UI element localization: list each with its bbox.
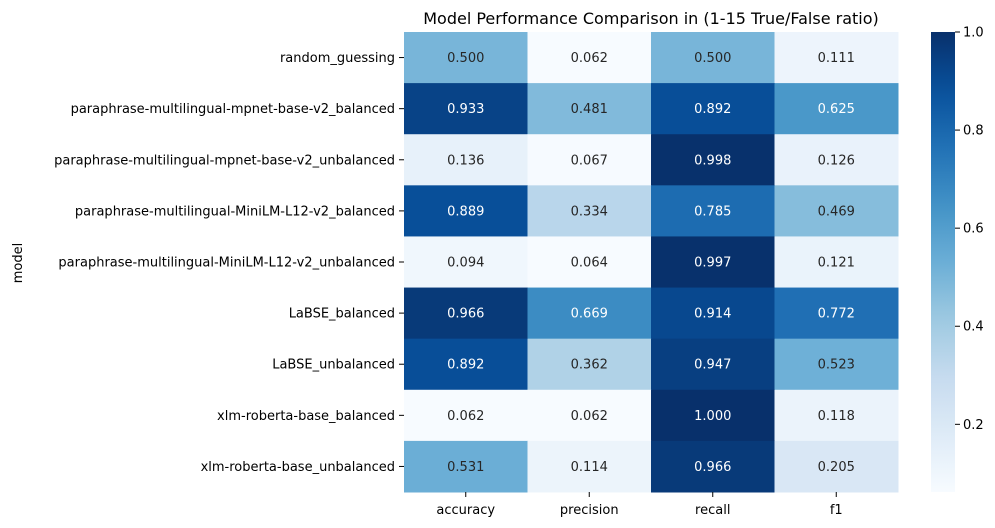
row-tick-label: xlm-roberta-base_unbalanced — [201, 460, 395, 475]
cell-value-label: 0.062 — [571, 409, 608, 424]
cell-value-label: 0.998 — [694, 153, 731, 168]
heatmap-cell — [651, 83, 775, 135]
colorbar-tick-label: 0.8 — [963, 124, 984, 139]
cell-value-label: 0.772 — [818, 307, 855, 322]
heatmap-cell — [651, 338, 775, 391]
cell-value-label: 0.114 — [571, 460, 608, 475]
cell-value-label: 0.892 — [694, 102, 731, 117]
heatmap-cell — [527, 338, 652, 391]
cell-value-label: 0.062 — [571, 51, 608, 66]
heatmap-cell — [404, 440, 528, 493]
cell-value-label: 0.094 — [447, 256, 484, 271]
heatmap-cell — [651, 287, 775, 340]
cell-value-label: 0.966 — [694, 460, 731, 475]
heatmap-cell — [774, 83, 899, 135]
row-tick-label: LaBSE_unbalanced — [272, 358, 395, 373]
cell-value-label: 0.625 — [818, 102, 855, 117]
heatmap-cell — [774, 389, 899, 442]
heatmap-cell — [527, 287, 652, 340]
cell-value-label: 0.118 — [818, 409, 855, 424]
cell-value-label: 0.067 — [571, 153, 608, 168]
heatmap-cell — [404, 134, 528, 186]
cell-value-label: 0.334 — [571, 204, 608, 219]
cell-value-label: 0.064 — [571, 256, 608, 271]
heatmap-cell — [527, 134, 652, 186]
heatmap-cell — [527, 185, 652, 237]
cell-value-label: 0.889 — [447, 204, 484, 219]
colorbar-tick-label: 1.0 — [963, 26, 984, 41]
heatmap-cell — [651, 236, 775, 289]
heatmap-cell — [774, 338, 899, 391]
cell-value-label: 0.126 — [818, 153, 855, 168]
heatmap-cell — [774, 440, 899, 493]
row-tick-label: random_guessing — [280, 51, 395, 66]
heatmap-cell — [404, 389, 528, 442]
heatmap-cell — [527, 236, 652, 289]
cell-value-label: 1.000 — [694, 409, 731, 424]
cell-value-label: 0.111 — [818, 51, 855, 66]
column-tick-label: accuracy — [436, 503, 495, 518]
colorbar-tick-label: 0.6 — [963, 222, 984, 237]
row-tick-label: paraphrase-multilingual-MiniLM-L12-v2_un… — [58, 256, 395, 271]
heatmap-cell — [774, 134, 899, 186]
heatmap-cell — [527, 389, 652, 442]
column-tick-label: recall — [695, 503, 730, 518]
column-tick-label: f1 — [830, 503, 843, 518]
cell-value-label: 0.362 — [571, 358, 608, 373]
cell-value-label: 0.892 — [447, 358, 484, 373]
cell-value-label: 0.136 — [447, 153, 484, 168]
heatmap-cell — [404, 236, 528, 289]
y-axis-label: model — [11, 243, 26, 283]
column-tick-label: precision — [560, 503, 619, 518]
column-tick-labels: accuracy precision recall f1 — [436, 492, 843, 518]
cell-value-label: 0.933 — [447, 102, 484, 117]
heatmap-cell — [527, 32, 652, 84]
cell-value-label: 0.062 — [447, 409, 484, 424]
cell-value-label: 0.997 — [694, 256, 731, 271]
row-tick-label: xlm-roberta-base_balanced — [217, 409, 395, 424]
heatmap-cell — [651, 32, 775, 84]
heatmap-cell — [527, 440, 652, 493]
row-tick-label: paraphrase-multilingual-mpnet-base-v2_un… — [54, 153, 395, 168]
cell-value-label: 0.481 — [571, 102, 608, 117]
heatmap-cells — [404, 32, 899, 493]
heatmap-cell — [651, 134, 775, 186]
cell-value-label: 0.469 — [818, 204, 855, 219]
cell-value-label: 0.121 — [818, 256, 855, 271]
heatmap-cell — [404, 185, 528, 237]
heatmap-cell — [404, 338, 528, 391]
cell-value-label: 0.914 — [694, 307, 731, 322]
cell-value-label: 0.500 — [447, 51, 484, 66]
colorbar-tick-label: 0.4 — [963, 320, 984, 335]
colorbar: 0.2 0.4 0.6 0.8 1.0 — [931, 26, 984, 492]
cell-value-label: 0.785 — [694, 204, 731, 219]
heatmap-cell — [527, 83, 652, 135]
heatmap-cell — [404, 287, 528, 340]
cell-value-label: 0.523 — [818, 358, 855, 373]
heatmap-cell — [404, 83, 528, 135]
heatmap-cell — [774, 236, 899, 289]
chart-title: Model Performance Comparison in (1-15 Tr… — [423, 9, 879, 28]
cell-value-labels: 0.500 0.062 0.500 0.111 0.933 0.481 0.892 0.625… — [447, 51, 855, 475]
row-tick-label: paraphrase-multilingual-mpnet-base-v2_ba… — [71, 102, 395, 117]
row-tick-label: LaBSE_balanced — [289, 307, 395, 322]
colorbar-gradient — [931, 32, 955, 492]
heatmap-cell — [651, 185, 775, 237]
cell-value-label: 0.669 — [571, 307, 608, 322]
cell-value-label: 0.205 — [818, 460, 855, 475]
row-tick-label: paraphrase-multilingual-MiniLM-L12-v2_ba… — [75, 204, 395, 219]
heatmap-cell — [774, 32, 899, 84]
heatmap-cell — [774, 185, 899, 237]
heatmap-cell — [651, 389, 775, 442]
cell-value-label: 0.947 — [694, 358, 731, 373]
heatmap-cell — [404, 32, 528, 84]
cell-value-label: 0.966 — [447, 307, 484, 322]
heatmap-cell — [774, 287, 899, 340]
row-tick-labels: random_guessing paraphrase-multilingual-m… — [54, 51, 404, 475]
heatmap-cell — [651, 440, 775, 493]
cell-value-label: 0.500 — [694, 51, 731, 66]
cell-value-label: 0.531 — [447, 460, 484, 475]
colorbar-tick-label: 0.2 — [963, 418, 984, 433]
